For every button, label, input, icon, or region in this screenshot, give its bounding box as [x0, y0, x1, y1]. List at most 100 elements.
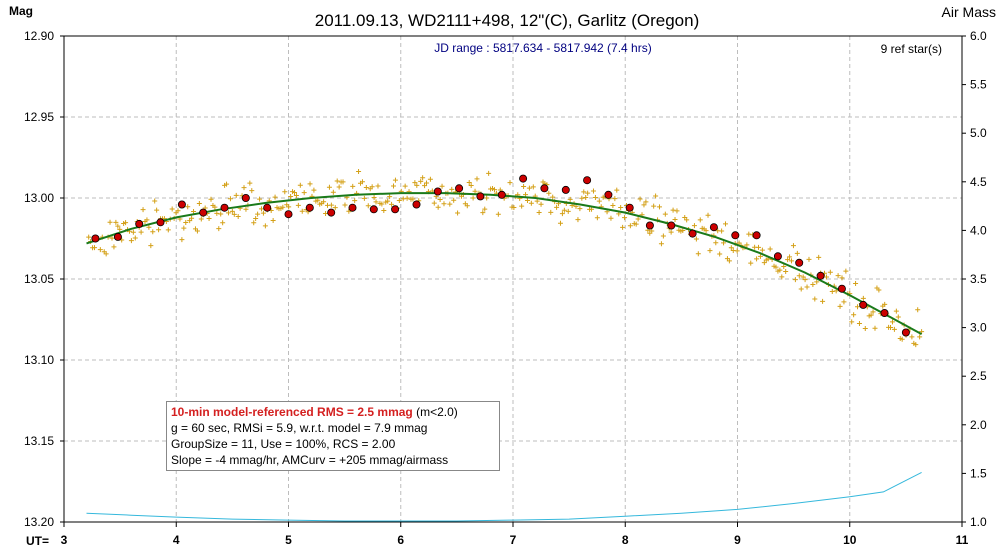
raw-point: [321, 199, 327, 205]
group-mean-point: [348, 203, 357, 212]
group-mean-point: [645, 221, 654, 230]
raw-point: [802, 277, 808, 283]
raw-point: [596, 198, 602, 204]
raw-point: [260, 210, 266, 216]
chart-title: 2011.09.13, WD2111+498, 12"(C), Garlitz …: [315, 11, 699, 30]
group-mean-point: [391, 205, 400, 214]
raw-point: [243, 206, 249, 212]
raw-point: [472, 188, 478, 194]
raw-point: [420, 175, 426, 181]
raw-point: [713, 240, 719, 246]
raw-point: [798, 286, 804, 292]
raw-point: [113, 219, 119, 225]
raw-point: [550, 194, 556, 200]
raw-point: [379, 201, 385, 207]
group-mean-point: [880, 308, 889, 317]
raw-point: [530, 184, 536, 190]
raw-point: [888, 325, 894, 331]
group-mean-point: [837, 284, 846, 293]
raw-point: [466, 179, 472, 185]
raw-point: [862, 326, 868, 332]
raw-point: [744, 242, 750, 248]
raw-point: [165, 227, 171, 233]
raw-point: [575, 217, 581, 223]
raw-point: [412, 180, 418, 186]
raw-point: [130, 229, 136, 235]
raw-point: [590, 188, 596, 194]
raw-point: [804, 284, 810, 290]
raw-point: [691, 223, 697, 229]
raw-point: [856, 320, 862, 326]
raw-point: [233, 192, 239, 198]
x-tick-label: 6: [397, 533, 404, 547]
group-mean-point: [731, 231, 740, 240]
raw-point: [837, 303, 843, 309]
y2-tick-label: 5.0: [970, 126, 987, 140]
raw-point: [414, 182, 420, 188]
raw-point: [447, 201, 453, 207]
ref-stars-label: 9 ref star(s): [881, 42, 942, 56]
rms-condition: (m<2.0): [416, 405, 458, 419]
raw-point: [179, 237, 185, 243]
raw-point: [148, 243, 154, 249]
raw-point: [474, 176, 480, 182]
raw-point: [336, 184, 342, 190]
raw-point: [183, 219, 189, 225]
raw-point: [198, 216, 204, 222]
raw-point: [422, 183, 428, 189]
y2-tick-label: 1.5: [970, 466, 987, 480]
raw-point: [697, 217, 703, 223]
raw-point: [293, 192, 299, 198]
raw-point: [662, 211, 668, 217]
raw-point: [895, 314, 901, 320]
raw-point: [270, 218, 276, 224]
raw-point: [441, 201, 447, 207]
raw-point: [889, 319, 895, 325]
raw-point: [486, 170, 492, 176]
raw-point: [827, 269, 833, 275]
raw-point: [214, 210, 220, 216]
raw-point: [391, 183, 397, 189]
raw-point: [227, 196, 233, 202]
raw-point: [608, 215, 614, 221]
group-mean-point: [859, 300, 868, 309]
raw-point: [554, 204, 560, 210]
raw-point: [138, 229, 144, 235]
group-mean-point: [220, 203, 229, 212]
raw-point: [431, 200, 437, 206]
raw-point: [810, 281, 816, 287]
group-mean-point: [156, 218, 165, 227]
raw-point: [286, 204, 292, 210]
raw-point: [340, 179, 346, 185]
raw-point: [781, 263, 787, 269]
raw-point: [295, 202, 301, 208]
raw-point: [123, 220, 129, 226]
raw-point: [369, 184, 375, 190]
raw-point: [538, 201, 544, 207]
raw-point: [387, 194, 393, 200]
raw-point: [507, 180, 513, 186]
x-tick-label: 10: [843, 533, 857, 547]
raw-point: [194, 228, 200, 234]
y2-tick-label: 3.5: [970, 272, 987, 286]
raw-point: [175, 208, 181, 214]
group-mean-point: [667, 221, 676, 230]
raw-point: [334, 178, 340, 184]
raw-point: [767, 246, 773, 252]
y-tick-label: 13.20: [24, 515, 54, 529]
raw-point: [656, 204, 662, 210]
raw-point: [307, 181, 313, 187]
raw-point: [524, 198, 530, 204]
group-mean-point: [455, 184, 464, 193]
raw-point: [288, 193, 294, 199]
raw-point: [674, 208, 680, 214]
raw-point: [439, 183, 445, 189]
raw-point: [427, 176, 433, 182]
raw-point: [332, 205, 338, 211]
raw-point: [218, 211, 224, 217]
raw-point: [759, 247, 765, 253]
raw-points-series: [86, 169, 925, 348]
y-tick-label: 13.05: [24, 272, 54, 286]
raw-point: [185, 204, 191, 210]
raw-point: [561, 207, 567, 213]
